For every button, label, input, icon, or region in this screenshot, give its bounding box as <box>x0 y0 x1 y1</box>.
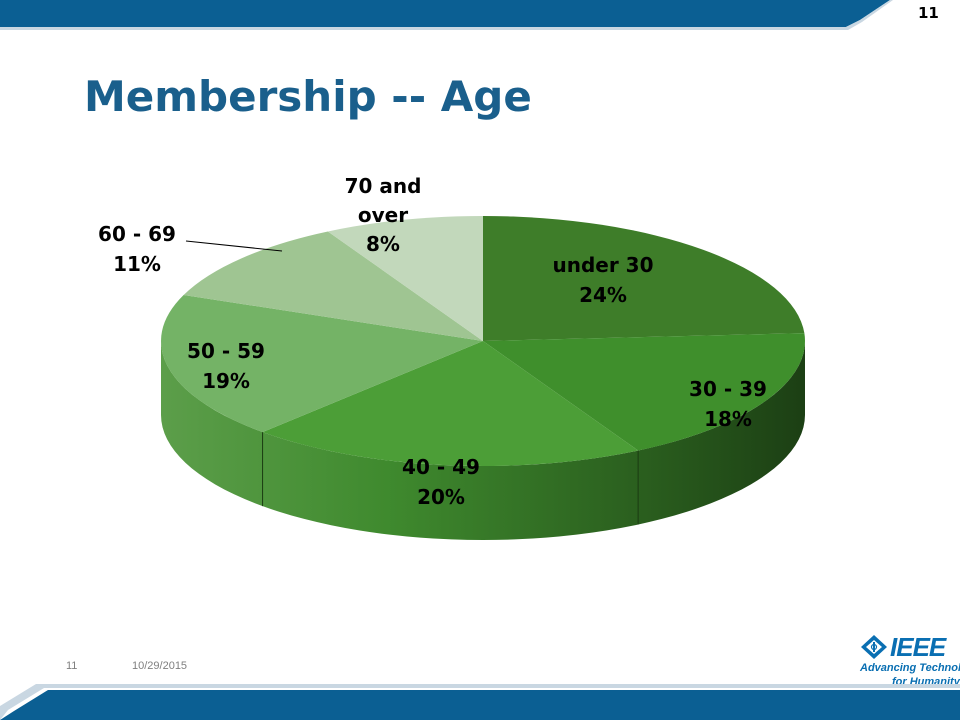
label-50-59-name: 50 - 59 <box>187 339 265 363</box>
label-40-49-value: 20% <box>417 485 465 509</box>
label-under-30-name: under 30 <box>552 253 653 277</box>
label-50-59: 50 - 59 19% <box>187 339 265 393</box>
pie-slice-under-30 <box>483 216 805 341</box>
pie-slice-40-49 <box>262 341 639 466</box>
label-60-69-name: 60 - 69 <box>98 222 176 246</box>
pie-side-wall <box>161 341 805 540</box>
pie-slice-50-59 <box>161 294 483 433</box>
pie-slice-30-39 <box>483 333 805 451</box>
ieee-diamond-icon <box>861 635 887 659</box>
ieee-logo: IEEE Advancing Technology for Humanity <box>856 632 960 688</box>
slide-title: Membership -- Age <box>84 72 532 121</box>
label-30-39-name: 30 - 39 <box>689 377 767 401</box>
label-30-39-value: 18% <box>704 407 752 431</box>
label-under-30: under 30 24% <box>552 253 653 307</box>
slide-number: 11 <box>918 4 939 22</box>
leader-line <box>185 240 283 252</box>
footer-page-number: 11 <box>66 660 78 672</box>
ieee-tagline-1: Advancing Technology <box>860 662 960 674</box>
bottom-banner <box>0 684 960 720</box>
pie-slice-60-69 <box>183 231 483 341</box>
footer-date: 10/29/2015 <box>132 660 188 672</box>
label-40-49-name: 40 - 49 <box>402 455 480 479</box>
label-40-49: 40 - 49 20% <box>402 455 480 509</box>
label-70-and-over: 70 and over 8% <box>345 174 422 256</box>
label-60-69: 60 - 69 11% <box>98 222 283 276</box>
label-under-30-value: 24% <box>579 283 627 307</box>
label-30-39: 30 - 39 18% <box>689 377 767 431</box>
label-60-69-value: 11% <box>113 252 161 276</box>
ieee-logo-text: IEEE <box>890 632 946 662</box>
label-70-and-over-value: 8% <box>366 232 400 256</box>
label-70-and-over-line1: 70 and <box>345 174 422 198</box>
label-50-59-value: 19% <box>202 369 250 393</box>
top-banner <box>0 0 893 30</box>
label-70-and-over-line2: over <box>358 203 408 227</box>
pie-slice-70-and-over <box>327 216 483 341</box>
